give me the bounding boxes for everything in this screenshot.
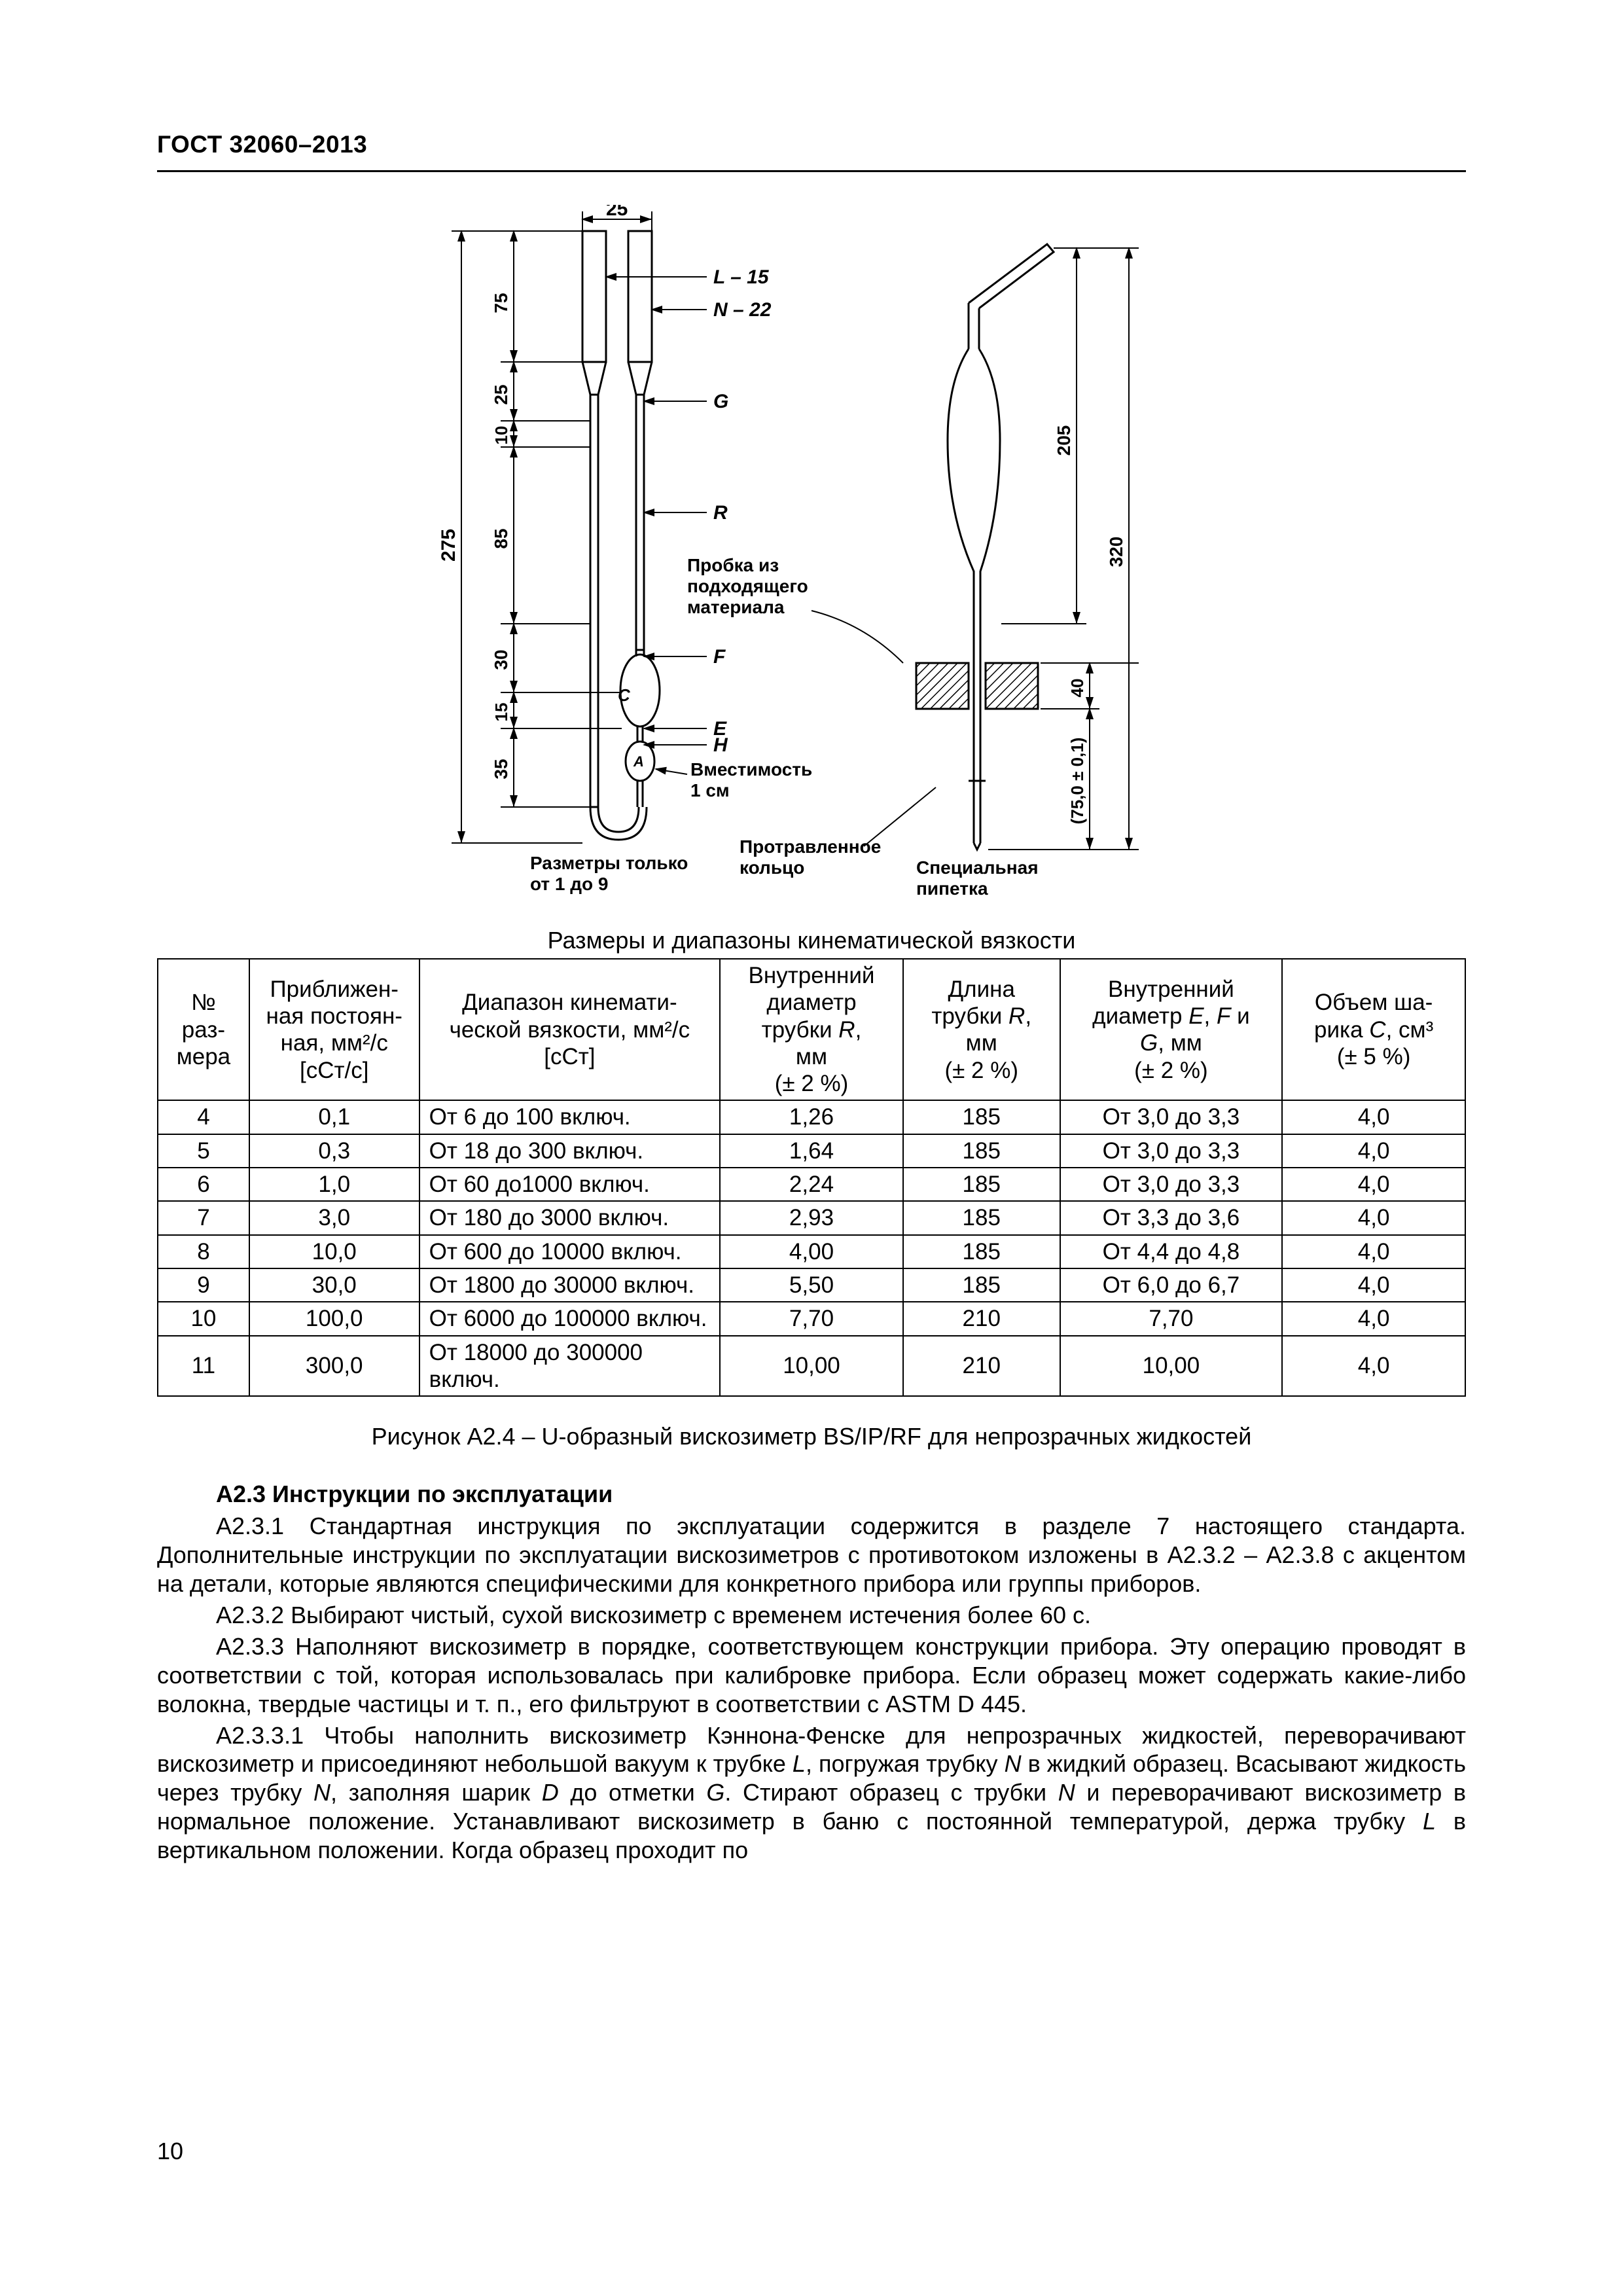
table-row: 810,0От 600 до 10000 включ.4,00185От 4,4… [158, 1235, 1465, 1268]
table-caption: Размеры и диапазоны кинематической вязко… [157, 927, 1466, 954]
dim-40: 40 [1067, 679, 1087, 698]
h-c7-l1: Объем ша- [1315, 990, 1433, 1015]
table-row: 73,0От 180 до 3000 включ.2,93185От 3,3 д… [158, 1201, 1465, 1234]
h-c5-l4: (± 2 %) [944, 1058, 1018, 1083]
plug-note-2: подходящего [687, 576, 808, 596]
h-c1-l1: № [191, 990, 216, 1015]
h-c5-l1: Длина [948, 977, 1014, 1002]
h-c2-l2: ная постоян- [266, 1003, 402, 1029]
h-c7-l2: рика C, см³ [1314, 1017, 1433, 1043]
h-c3-l2: ческой вязкости, мм²/с [450, 1017, 690, 1043]
dim-205: 205 [1054, 425, 1074, 456]
standard-code: ГОСТ 32060–2013 [157, 131, 1466, 158]
page-number: 10 [157, 2138, 183, 2165]
h-c5-l3: мм [966, 1030, 997, 1056]
label-N: N – 22 [713, 299, 772, 321]
h-c6-l4: (± 2 %) [1134, 1058, 1208, 1083]
dim-10: 10 [491, 426, 511, 445]
h-c2-l3: ная, мм²/с [281, 1030, 388, 1056]
h-c1-l3: мера [177, 1044, 230, 1069]
dim-320: 320 [1106, 537, 1126, 567]
h-c5-l2: трубки R, [931, 1003, 1031, 1029]
dim-25: 25 [491, 384, 511, 404]
label-F: F [713, 646, 726, 668]
sizes-note-1: Разметры только [530, 853, 688, 873]
pipette-1: Специальная [916, 857, 1039, 878]
etched-1: Протравленное [740, 836, 881, 857]
sizes-note-2: от 1 до 9 [530, 874, 608, 894]
h-c4-l5: (± 2 %) [775, 1071, 849, 1096]
table-row: 11300,0От 18000 до 300000 включ.10,00210… [158, 1336, 1465, 1397]
label-L: L – 15 [713, 266, 770, 288]
h-c3-l1: Диапазон кинемати- [462, 990, 677, 1015]
table-row: 10100,0От 6000 до 100000 включ.7,702107,… [158, 1302, 1465, 1335]
para-a2331: А2.3.3.1 Чтобы наполнить вискозиметр Кэн… [157, 1721, 1466, 1865]
pipette-2: пипетка [916, 878, 988, 899]
h-c6-l1: Внутренний [1108, 977, 1234, 1002]
table-row: 50,3От 18 до 300 включ.1,64185От 3,0 до … [158, 1134, 1465, 1168]
dim-30: 30 [491, 649, 511, 670]
para-a232: А2.3.2 Выбирают чистый, сухой вискозимет… [157, 1601, 1466, 1630]
section-title: А2.3 Инструкции по эксплуатации [157, 1480, 1466, 1508]
figure-caption: Рисунок А2.4 – U-образный вискозиметр BS… [157, 1423, 1466, 1450]
label-C: C [618, 685, 631, 705]
h-c6-l2: диаметр E, F и [1092, 1003, 1250, 1029]
figure-a2-4: 25 275 [157, 205, 1466, 915]
label-G: G [713, 391, 728, 412]
h-c4-l4: мм [796, 1044, 827, 1069]
viscosity-table: № раз- мера Приближен- ная постоян- ная,… [157, 958, 1466, 1397]
para-a233: А2.3.3 Наполняют вискозиметр в порядке, … [157, 1632, 1466, 1719]
label-H: H [713, 734, 728, 756]
capacity-2: 1 см [690, 780, 730, 800]
h-c4-l3: трубки R, [762, 1017, 862, 1043]
capacity-1: Вместимость [690, 759, 812, 780]
dim-75: 75 [491, 293, 511, 313]
dim-275: 275 [438, 529, 459, 562]
label-R: R [713, 502, 728, 524]
dim-85: 85 [491, 528, 511, 548]
h-c6-l3: G, мм [1140, 1030, 1202, 1056]
dim-top: 25 [606, 205, 628, 220]
table-row: 61,0От 60 до1000 включ.2,24185От 3,0 до … [158, 1168, 1465, 1201]
table-row: 40,1От 6 до 100 включ.1,26185От 3,0 до 3… [158, 1100, 1465, 1134]
h-c1-l2: раз- [182, 1017, 225, 1043]
h-c4-l1: Внутренний [749, 963, 875, 988]
dim-15: 15 [491, 703, 511, 722]
viscometer-diagram: 25 275 [360, 205, 1263, 912]
dim-35: 35 [491, 759, 511, 779]
etched-2: кольцо [740, 857, 804, 878]
header-rule [157, 170, 1466, 172]
para-a231: А2.3.1 Стандартная инструкция по эксплуа… [157, 1512, 1466, 1598]
h-c2-l4: [сСт/с] [300, 1058, 368, 1083]
table-row: 930,0От 1800 до 30000 включ.5,50185От 6,… [158, 1268, 1465, 1302]
h-c4-l2: диаметр [766, 990, 856, 1015]
h-c3-l3: [сСт] [544, 1044, 595, 1069]
label-A: А [633, 753, 644, 770]
h-c2-l1: Приближен- [270, 977, 398, 1002]
h-c7-l3: (± 5 %) [1337, 1044, 1411, 1069]
plug-note-3: материала [687, 597, 785, 617]
dim-75pm: (75,0 ± 0,1) [1067, 738, 1087, 825]
plug-note-1: Пробка из [687, 555, 779, 575]
